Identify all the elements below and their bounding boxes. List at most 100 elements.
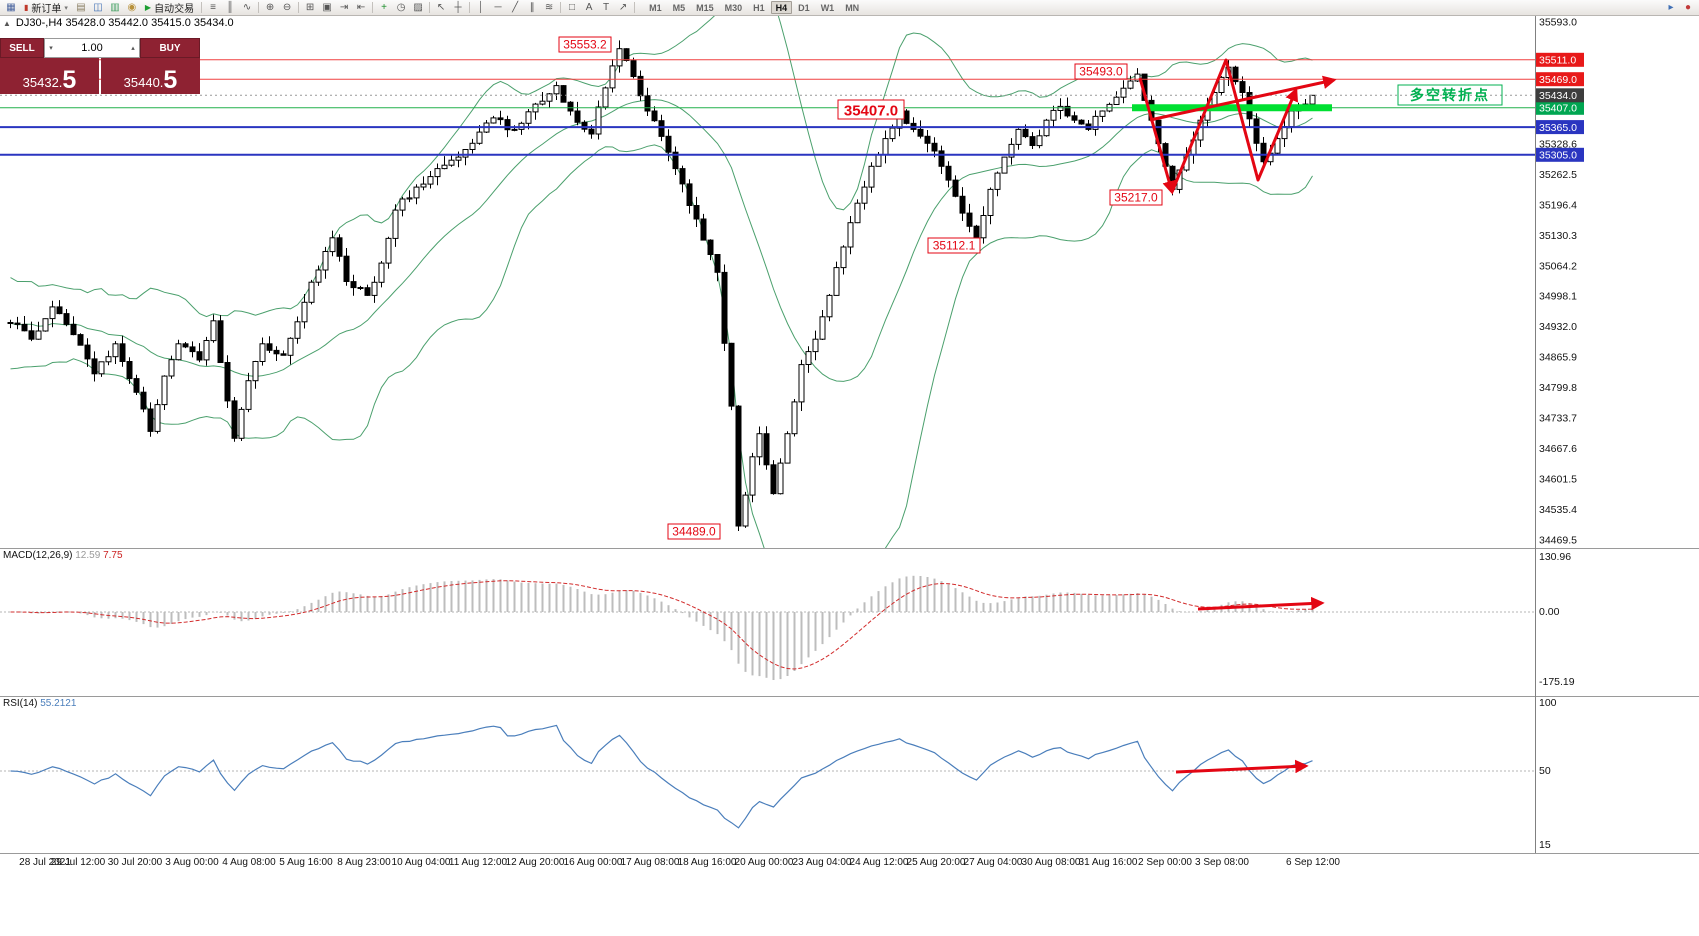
horizontal-line-icon[interactable]: ─ (494, 1, 502, 13)
periods-icon[interactable]: ◷ (396, 1, 406, 13)
market-watch-icon[interactable]: ◫ (93, 1, 103, 13)
timeframe-button-m1[interactable]: M1 (649, 2, 662, 13)
time-axis-label: 3 Sep 08:00 (1195, 857, 1249, 868)
svg-text:35434.0: 35434.0 (1539, 90, 1577, 102)
timeframe-button-w1[interactable]: W1 (820, 2, 835, 13)
timeframe-button-m5[interactable]: M5 (672, 2, 686, 13)
time-axis-label: 31 Aug 16:00 (1078, 857, 1138, 868)
alert-icon[interactable]: ● (1684, 1, 1692, 13)
line-chart-icon[interactable]: ∿ (242, 1, 252, 13)
navigator-icon[interactable]: ◉ (127, 1, 137, 13)
zoom-out-icon[interactable]: ⊖ (282, 1, 292, 13)
zoom-in-icon[interactable]: ⊕ (265, 1, 275, 13)
price-annotation-35217.0[interactable]: 35217.0 (1109, 189, 1163, 206)
svg-text:35217.0: 35217.0 (1114, 191, 1158, 205)
one-click-trading-panel: SELL ▾ ▴ BUY 35432.5 35440.5 (0, 38, 200, 94)
tile-windows-icon[interactable]: ⊞ (305, 1, 315, 13)
bollinger-lower-band (10, 144, 1313, 548)
rsi-axis-label: 100 (1539, 697, 1557, 709)
price-annotation-34489.0[interactable]: 34489.0 (667, 523, 721, 540)
time-axis-label: 10 Aug 04:00 (391, 857, 451, 868)
data-window-icon[interactable]: ▥ (110, 1, 120, 13)
svg-text:35407.0: 35407.0 (1539, 103, 1577, 115)
dropdown-caret-icon: ▾ (64, 4, 68, 12)
main-chart-panel[interactable]: 35553.2 35493.0 35407.0 35217.0 35112.1 34489… (0, 16, 1699, 548)
svg-text:35511.0: 35511.0 (1539, 55, 1576, 67)
crosshair-icon[interactable]: ┼ (454, 1, 462, 13)
chart-scroll-icon[interactable]: ▸ (1668, 1, 1674, 13)
trend-arrow[interactable] (1149, 75, 1337, 122)
price-annotation-35112.1[interactable]: 35112.1 (927, 237, 981, 254)
timeframe-button-m30[interactable]: M30 (724, 2, 743, 13)
trendline-icon[interactable]: ╱ (512, 1, 519, 13)
cursor-icon[interactable]: ↖ (436, 1, 446, 13)
fibonacci-icon[interactable]: ≋ (544, 1, 554, 13)
time-axis-label: 8 Aug 23:00 (337, 857, 391, 868)
price-annotation-35407.0[interactable]: 35407.0 (837, 99, 905, 120)
toolbar: ▦ ▮ 新订单 ▾ ▤ ◫ ▥ ◉ ▶ 自动交易 ≡ ║ ∿ ⊕ ⊖ ⊞ ▣ ⇥ ⇤ + ◷ ▨ ↖ ┼ │ ─ ╱ ∥ ≋ □ A T ↗ M1… (0, 0, 1699, 16)
buy-button[interactable]: BUY (140, 38, 200, 58)
new-order-icon: ▮ (24, 2, 29, 12)
sell-price-display[interactable]: 35432. 5 (0, 58, 99, 94)
indicators-icon[interactable]: + (381, 1, 387, 13)
price-tick-label: 34601.5 (1539, 474, 1577, 486)
chart-shift-icon[interactable]: ⇤ (356, 1, 366, 13)
cascade-windows-icon[interactable]: ▣ (322, 1, 332, 13)
channel-icon[interactable]: ∥ (529, 1, 535, 13)
time-axis-label: 6 Sep 12:00 (1286, 857, 1340, 868)
rsi-canvas[interactable] (0, 696, 1699, 853)
timeframe-button-mn[interactable]: MN (845, 2, 860, 13)
price-annotation-35493.0[interactable]: 35493.0 (1074, 63, 1128, 80)
new-chart-icon[interactable]: ▦ (6, 1, 16, 13)
timeframe-button-h4[interactable]: H4 (770, 1, 793, 14)
new-order-button[interactable]: ▮ 新订单 ▾ (20, 1, 72, 15)
timeframe-button-m15[interactable]: M15 (696, 2, 714, 13)
candlestick-chart-icon[interactable]: ║ (226, 1, 234, 13)
price-tick-label: 34865.9 (1539, 352, 1577, 364)
vertical-line-icon[interactable]: │ (477, 1, 485, 13)
sell-price-big: 5 (62, 66, 77, 94)
price-annotation-35553.2[interactable]: 35553.2 (558, 36, 612, 53)
text-icon[interactable]: A (585, 1, 593, 13)
price-tick-label: 35328.6 (1539, 138, 1577, 150)
svg-text:35365.0: 35365.0 (1539, 122, 1577, 134)
note-label[interactable]: 多空转折点 (1397, 84, 1503, 106)
time-axis-label: 17 Aug 08:00 (620, 857, 680, 868)
volume-input[interactable] (57, 42, 127, 54)
sell-price-small: 35432. (22, 74, 63, 90)
timeframe-button-h1[interactable]: H1 (753, 2, 765, 13)
profiles-icon[interactable]: ▤ (76, 1, 86, 13)
zigzag-arrow-down[interactable] (1138, 77, 1176, 195)
shapes-icon[interactable]: □ (569, 1, 576, 13)
volume-decrease-button[interactable]: ▾ (49, 45, 53, 52)
auto-trading-button[interactable]: ▶ 自动交易 (141, 1, 198, 15)
time-axis-label: 2 Sep 00:00 (1138, 857, 1192, 868)
toolbar-separator (298, 2, 300, 13)
volume-control: ▾ ▴ (44, 38, 140, 58)
arrows-icon[interactable]: ↗ (618, 1, 628, 13)
macd-canvas[interactable] (0, 548, 1699, 696)
label-icon[interactable]: T (603, 1, 610, 13)
macd-signal-line (10, 580, 1313, 670)
macd-trend-arrow[interactable] (1197, 596, 1325, 611)
auto-scroll-icon[interactable]: ⇥ (339, 1, 349, 13)
volume-increase-button[interactable]: ▴ (131, 45, 135, 52)
rsi-indicator-label: RSI(14) 55.2121 (3, 698, 76, 709)
price-tick-label: 35064.2 (1539, 260, 1577, 272)
price-tick-label: 34799.8 (1539, 382, 1577, 394)
sell-button[interactable]: SELL (0, 38, 44, 58)
time-axis[interactable]: 28 Jul 2021 29 Jul 12:00 30 Jul 20:00 3 Aug… (0, 853, 1699, 871)
timeframe-button-d1[interactable]: D1 (798, 2, 810, 13)
price-tick-label: 34469.5 (1539, 535, 1577, 547)
time-axis-label: 5 Aug 16:00 (279, 857, 333, 868)
buy-price-display[interactable]: 35440. 5 (101, 58, 200, 94)
rsi-panel[interactable]: 100 50 15 (0, 696, 1699, 853)
time-axis-label: 27 Aug 04:00 (963, 857, 1023, 868)
price-tick-label: 34733.7 (1539, 413, 1577, 425)
templates-icon[interactable]: ▨ (413, 1, 423, 13)
rsi-trend-arrow[interactable] (1175, 759, 1309, 774)
zigzag-arrow-path[interactable] (1170, 58, 1299, 193)
time-axis-label: 11 Aug 12:00 (448, 857, 508, 868)
macd-panel[interactable]: 130.96 0.00 -175.19 (0, 548, 1699, 696)
bar-chart-icon[interactable]: ≡ (210, 1, 216, 13)
